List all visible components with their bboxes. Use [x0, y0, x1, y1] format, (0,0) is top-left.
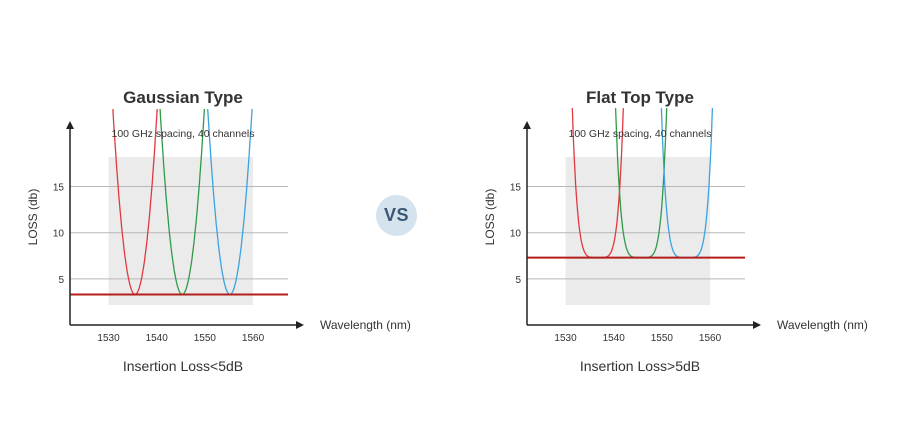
gaussian-x-tick-label: 1540: [146, 333, 169, 344]
flat-x-tick-label: 1530: [554, 333, 577, 344]
flat-top-caption: Insertion Loss>5dB: [580, 358, 700, 374]
flat-top-title: Flat Top Type: [586, 88, 694, 107]
gaussian-y-axis-label: LOSS (db): [26, 189, 40, 246]
flat-shaded-band: [565, 157, 711, 305]
flat-y-axis-arrow: [523, 121, 531, 129]
gaussian-y-tick-label: 15: [53, 183, 65, 194]
flat-y-tick-label: 15: [510, 183, 522, 194]
gaussian-y-axis-arrow: [66, 121, 74, 129]
flat-y-tick-label: 5: [515, 275, 521, 286]
flat-spacing-note: 100 GHz spacing, 40 channels: [568, 128, 711, 140]
gaussian-shaded-band: [108, 157, 254, 305]
gaussian-caption: Insertion Loss<5dB: [123, 358, 243, 374]
gaussian-title: Gaussian Type: [123, 88, 243, 107]
flat-x-tick-label: 1560: [699, 333, 722, 344]
vs-label: VS: [383, 205, 409, 225]
gaussian-x-axis-arrow: [296, 321, 304, 329]
gaussian-y-tick-label: 5: [58, 275, 64, 286]
gaussian-spacing-note: 100 GHz spacing, 40 channels: [111, 128, 254, 140]
flat-y-axis-label: LOSS (db): [483, 189, 497, 246]
gaussian-y-tick-label: 10: [53, 229, 65, 240]
gaussian-x-axis-label: Wavelength (nm): [320, 318, 411, 332]
gaussian-x-tick-label: 1560: [242, 333, 265, 344]
flat-x-tick-label: 1540: [603, 333, 626, 344]
gaussian-x-tick-label: 1550: [194, 333, 217, 344]
flat-top-chart: 15 10 5 1530 1540 1550 1560 LOSS (db) Wavelength…: [483, 108, 868, 344]
gaussian-x-tick-label: 1530: [97, 333, 120, 344]
flat-y-tick-label: 10: [510, 229, 522, 240]
flat-x-tick-label: 1550: [651, 333, 674, 344]
flat-x-axis-arrow: [753, 321, 761, 329]
flat-x-axis-label: Wavelength (nm): [777, 318, 868, 332]
vs-badge: VS: [376, 195, 417, 236]
gaussian-chart: 15 10 5 1530 1540 1550 1560 LOSS (db) Wavelength…: [26, 108, 411, 344]
